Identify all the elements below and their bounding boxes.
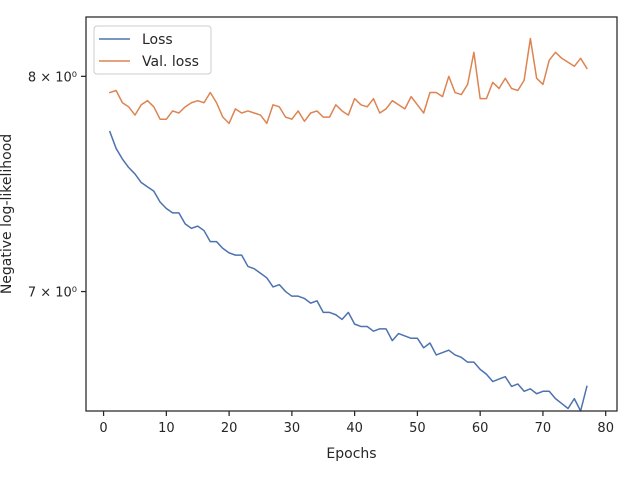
y-axis-label: Negative log-likelihood (0, 134, 15, 294)
x-tick-label: 60 (472, 421, 489, 436)
plot-area (85, 16, 618, 412)
x-tick-label: 20 (221, 421, 238, 436)
x-axis: 0 10 20 30 40 50 60 70 80 (99, 411, 614, 436)
y-tick-label: 8 × 10⁰ (28, 70, 77, 85)
x-tick-label: 30 (284, 421, 301, 436)
series-layer (108, 37, 588, 412)
series-line-loss (108, 130, 588, 412)
x-tick-label: 40 (346, 421, 363, 436)
x-tick-label: 0 (99, 421, 107, 436)
x-tick-label: 10 (158, 421, 175, 436)
legend-box (93, 25, 212, 75)
series-line-val-loss (108, 37, 588, 125)
plot-background (86, 17, 617, 411)
x-tick-label: 80 (597, 421, 614, 436)
legend-label-loss: Loss (142, 32, 173, 48)
x-tick-label: 70 (535, 421, 552, 436)
plot-frame (85, 16, 618, 412)
legend: Loss Val. loss (93, 25, 212, 75)
y-tick-label: 7 × 10⁰ (28, 286, 77, 301)
x-tick-label: 50 (409, 421, 426, 436)
legend-label-val-loss: Val. loss (142, 54, 199, 70)
x-axis-label: Epochs (326, 446, 376, 462)
y-axis: 7 × 10⁰ 8 × 10⁰ (28, 70, 86, 301)
